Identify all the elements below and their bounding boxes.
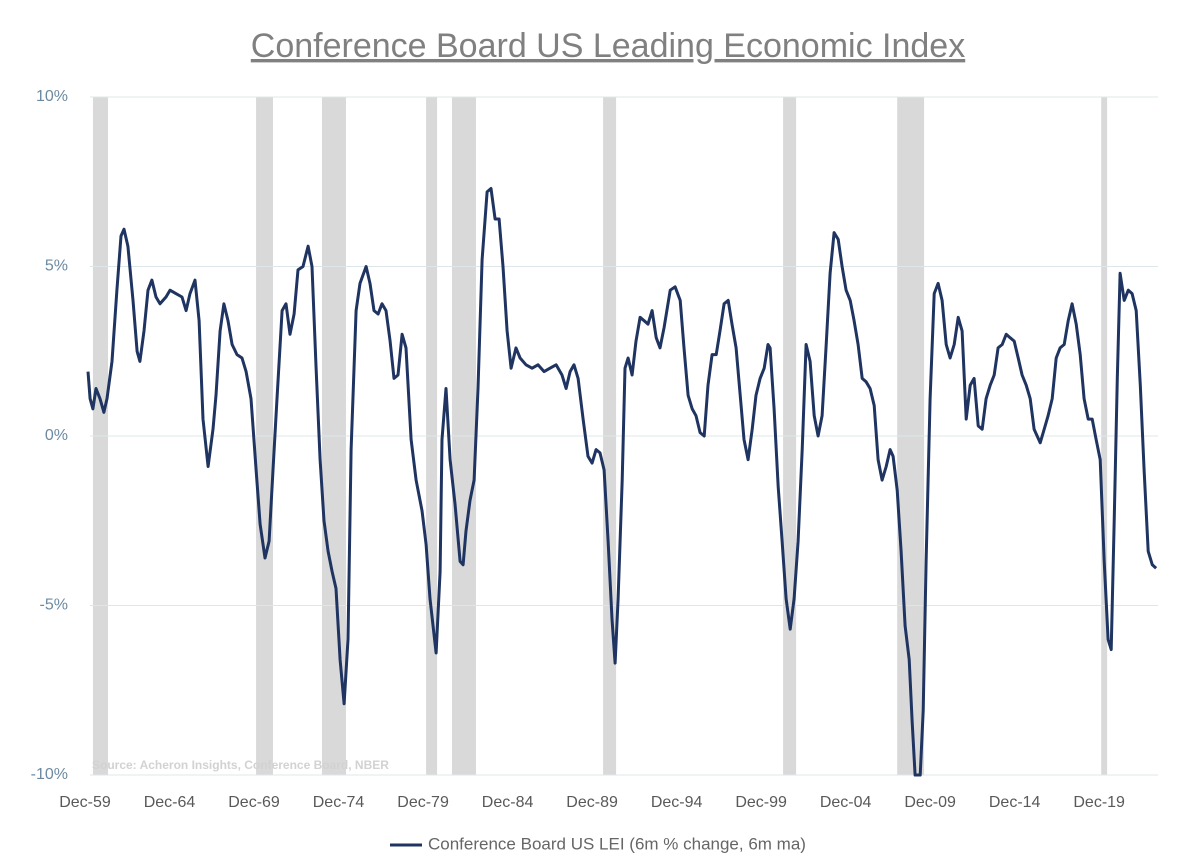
series-line: [86, 187, 1158, 777]
y-tick-label: -5%: [40, 597, 68, 614]
y-tick-label: 10%: [36, 88, 68, 105]
x-tick-label: Dec-59: [59, 794, 111, 811]
x-tick-label: Dec-94: [651, 794, 703, 811]
x-tick-label: Dec-04: [820, 794, 872, 811]
source-note: Source: Acheron Insights, Conference Boa…: [92, 758, 389, 772]
x-tick-label: Dec-84: [482, 794, 534, 811]
y-tick-label: 0%: [45, 427, 68, 444]
legend-label: Conference Board US LEI (6m % change, 6m…: [428, 834, 806, 853]
x-tick-label: Dec-69: [228, 794, 280, 811]
y-tick-label: -10%: [31, 766, 68, 783]
x-tick-label: Dec-99: [735, 794, 787, 811]
x-tick-label: Dec-89: [566, 794, 618, 811]
x-tick-label: Dec-64: [144, 794, 196, 811]
x-tick-label: Dec-79: [397, 794, 449, 811]
x-tick-label: Dec-19: [1073, 794, 1125, 811]
x-tick-label: Dec-14: [989, 794, 1041, 811]
chart-title: Conference Board US Leading Economic Ind…: [251, 27, 965, 65]
y-tick-label: 5%: [45, 258, 68, 275]
x-tick-label: Dec-09: [904, 794, 956, 811]
x-tick-label: Dec-74: [313, 794, 365, 811]
